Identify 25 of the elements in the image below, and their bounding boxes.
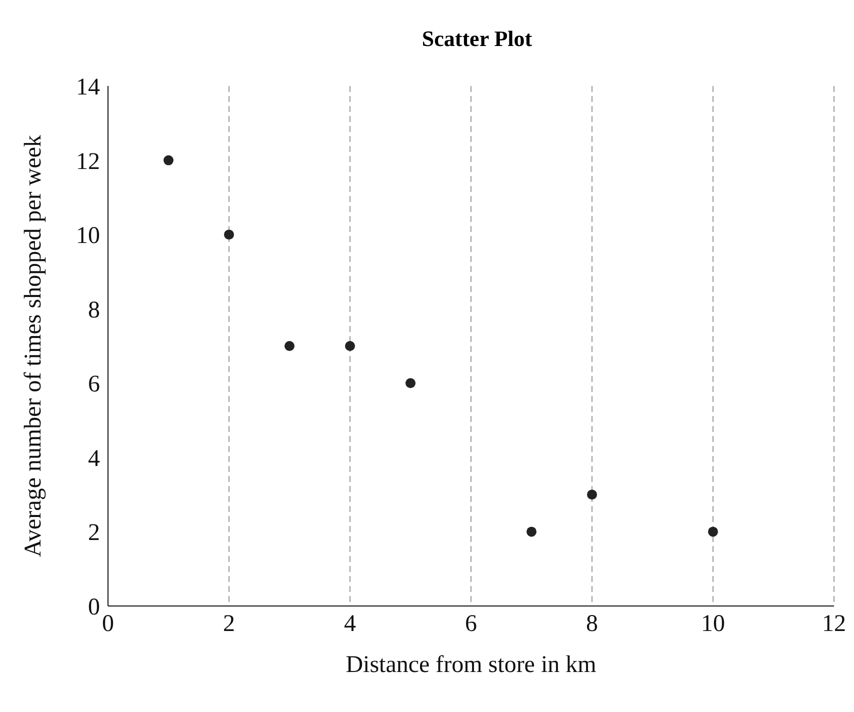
x-tick-label: 12 xyxy=(822,611,846,638)
point xyxy=(708,526,718,537)
point xyxy=(345,341,355,351)
y-axis-title: Average number of times shopped per week xyxy=(20,134,47,558)
point xyxy=(224,230,234,240)
x-tick-label: 6 xyxy=(465,611,477,638)
x-tick-label: 2 xyxy=(223,611,235,638)
y-tick-label: 2 xyxy=(88,520,100,546)
y-tick-label: 10 xyxy=(76,223,100,250)
x-tick-label: 4 xyxy=(344,611,356,638)
point xyxy=(164,155,174,166)
point xyxy=(406,378,416,388)
x-axis-title: Distance from store in km xyxy=(346,652,597,678)
point xyxy=(284,341,294,351)
y-tick-label: 6 xyxy=(88,372,100,398)
x-tick-label: 10 xyxy=(701,611,725,638)
y-tick-label: 14 xyxy=(76,74,100,101)
y-tick-label: 4 xyxy=(88,446,100,472)
x-tick-label: 8 xyxy=(586,611,598,638)
point xyxy=(526,526,536,537)
y-tick-label: 0 xyxy=(88,594,100,621)
point xyxy=(587,490,597,500)
y-tick-label: 12 xyxy=(76,148,100,175)
chart-title: Scatter Plot xyxy=(420,26,534,53)
y-tick-label: 8 xyxy=(88,297,100,324)
